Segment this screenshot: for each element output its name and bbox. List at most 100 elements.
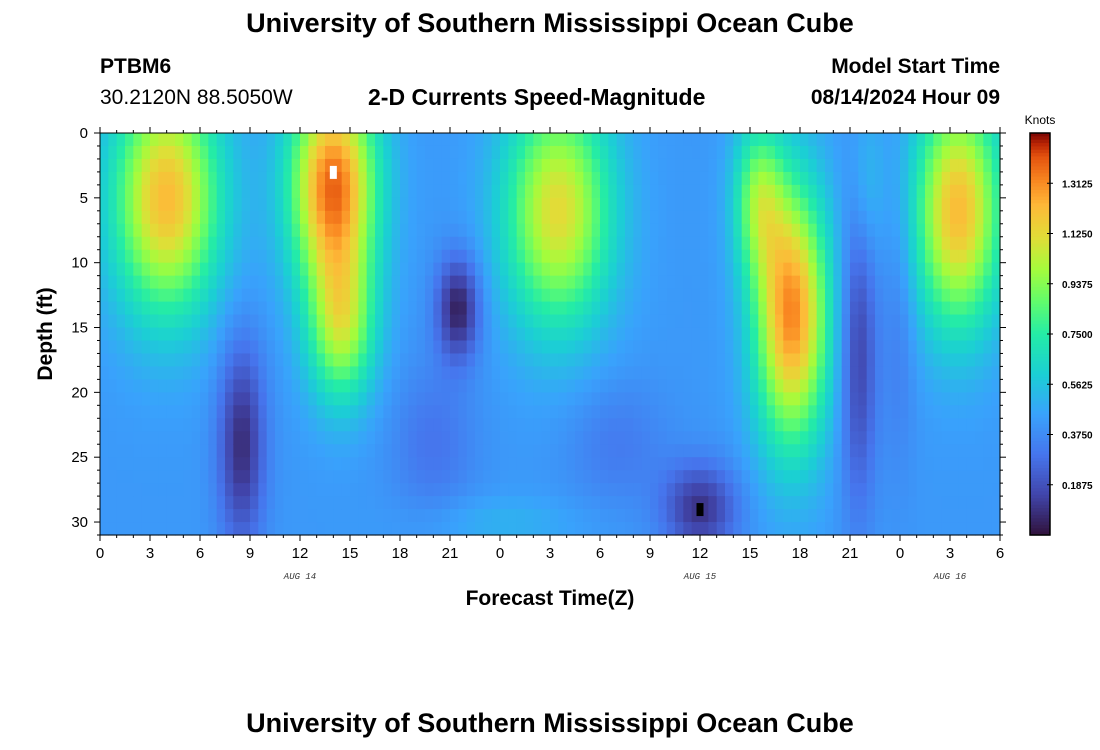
heatmap-cell — [175, 301, 184, 316]
heatmap-cell — [358, 145, 368, 160]
heatmap-cell — [291, 301, 301, 316]
heatmap-cell — [816, 431, 826, 445]
heatmap-cell — [783, 496, 793, 510]
heatmap-cell — [575, 327, 584, 342]
heatmap-cell — [158, 340, 168, 355]
heatmap-cell — [533, 340, 543, 355]
heatmap-cell — [483, 184, 493, 199]
heatmap-cell — [900, 327, 909, 342]
heatmap-cell — [108, 379, 118, 393]
heatmap-cell — [383, 509, 393, 523]
heatmap-cell — [116, 340, 126, 355]
heatmap-cell — [566, 210, 576, 225]
heatmap-cell — [725, 496, 734, 510]
heatmap-cell — [575, 340, 584, 355]
heatmap-cell — [175, 366, 184, 380]
heatmap-cell — [800, 327, 809, 342]
heatmap-cell — [783, 353, 793, 368]
heatmap-cell — [283, 249, 293, 264]
colorbar: 0.18750.37500.56250.75000.93751.12501.31… — [1025, 113, 1093, 536]
heatmap-cell — [116, 418, 126, 432]
heatmap-cell — [725, 210, 734, 225]
heatmap-cell — [133, 249, 143, 264]
heatmap-cell — [483, 327, 493, 342]
heatmap-cell — [416, 223, 426, 238]
heatmap-cell — [608, 288, 618, 303]
heatmap-cell — [108, 366, 118, 380]
heatmap-cell — [183, 145, 193, 160]
colorbar-segment — [1030, 364, 1050, 369]
heatmap-cell — [933, 288, 943, 303]
heatmap-cell — [441, 262, 451, 277]
heatmap-cell — [758, 288, 768, 303]
heatmap-cell — [883, 249, 893, 264]
heatmap-cell — [491, 431, 501, 445]
x-tick-label: 15 — [342, 545, 359, 562]
heatmap-cell — [541, 522, 551, 536]
heatmap-cell — [375, 262, 384, 277]
heatmap-cell — [850, 223, 859, 238]
heatmap-cell — [641, 223, 651, 238]
heatmap-cell — [825, 444, 834, 458]
heatmap-cell — [266, 353, 276, 368]
heatmap-cell — [158, 133, 168, 147]
heatmap-cell — [808, 184, 818, 199]
heatmap-cell — [491, 236, 501, 251]
heatmap-cell — [950, 171, 959, 186]
heatmap-cell — [191, 509, 201, 523]
heatmap-cell — [525, 133, 534, 147]
heatmap-cell — [650, 457, 659, 471]
heatmap-cell — [891, 444, 901, 458]
heatmap-cell — [925, 171, 934, 186]
heatmap-cell — [375, 392, 384, 406]
heatmap-cell — [108, 509, 118, 523]
heatmap-cell — [516, 314, 526, 329]
heatmap-cell — [316, 184, 326, 199]
heatmap-cell — [708, 158, 718, 173]
heatmap-cell — [750, 340, 759, 355]
heatmap-cell — [900, 379, 909, 393]
heatmap-cell — [375, 249, 384, 264]
heatmap-cell — [958, 223, 968, 238]
heatmap-cell — [275, 366, 284, 380]
heatmap-cell — [958, 262, 968, 277]
heatmap-cell — [341, 197, 351, 212]
heatmap-cell — [408, 509, 418, 523]
heatmap-cell — [108, 171, 118, 186]
heatmap-cell — [658, 457, 668, 471]
heatmap-cell — [583, 210, 593, 225]
heatmap-cell — [475, 133, 484, 147]
heatmap-cell — [208, 366, 218, 380]
heatmap-cell — [208, 470, 218, 484]
heatmap-cell — [450, 145, 459, 160]
heatmap-cell — [758, 314, 768, 329]
colorbar-segment — [1030, 236, 1050, 241]
heatmap-cell — [275, 392, 284, 406]
heatmap-cell — [833, 392, 843, 406]
heatmap-cell — [975, 405, 984, 419]
heatmap-cell — [766, 301, 776, 316]
heatmap-cell — [558, 457, 568, 471]
heatmap-cell — [508, 366, 518, 380]
heatmap-cell — [408, 171, 418, 186]
heatmap-cell — [808, 444, 818, 458]
heatmap-cell — [125, 522, 134, 536]
heatmap-cell — [241, 158, 251, 173]
heatmap-cell — [650, 249, 659, 264]
heatmap-cell — [816, 133, 826, 147]
heatmap-cell — [166, 327, 176, 342]
heatmap-cell — [208, 210, 218, 225]
heatmap-cell — [908, 470, 918, 484]
heatmap-cell — [166, 366, 176, 380]
heatmap-cell — [425, 262, 434, 277]
heatmap-cell — [991, 353, 1001, 368]
heatmap-cell — [283, 444, 293, 458]
heatmap-cell — [875, 457, 884, 471]
heatmap-cell — [791, 431, 801, 445]
heatmap-cell — [508, 210, 518, 225]
heatmap-cell — [558, 522, 568, 536]
heatmap-cell — [991, 171, 1001, 186]
heatmap-cell — [966, 314, 976, 329]
heatmap-cell — [875, 444, 884, 458]
heatmap-cell — [100, 340, 109, 355]
